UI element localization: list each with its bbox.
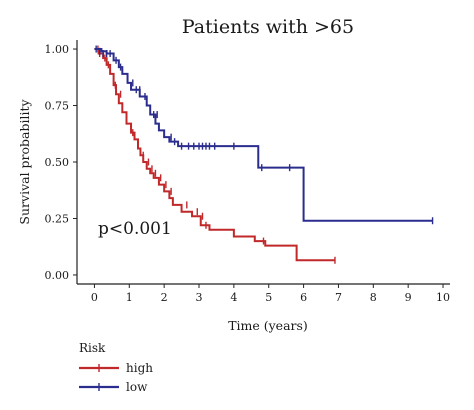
x-ticks: 0 1 2 3 4 5 6 7 8 9 10: [91, 284, 450, 304]
x-tick-label: 5: [265, 291, 272, 304]
y-tick-label: 0.50: [45, 156, 70, 169]
y-tick-label: 0.75: [45, 100, 70, 113]
x-tick-label: 1: [126, 291, 133, 304]
p-value-annotation: p<0.001: [98, 219, 172, 239]
survival-curve-low: [94, 48, 433, 222]
x-tick-label: 2: [161, 291, 168, 304]
legend-label-high: high: [126, 361, 153, 375]
x-tick-label: 6: [300, 291, 307, 304]
plot-area: 0.00 0.25 0.50 0.75 1.00 0 1 2 3 4 5 6 7 8 9 10: [45, 40, 450, 304]
x-axis-label: Time (years): [228, 318, 308, 333]
legend-label-low: low: [126, 380, 148, 394]
legend-title: Risk: [79, 341, 106, 355]
x-tick-label: 9: [405, 291, 412, 304]
series-layer: [94, 45, 434, 264]
legend: Risk high low: [79, 341, 153, 394]
x-tick-label: 3: [196, 291, 203, 304]
y-tick-label: 0.00: [45, 269, 70, 282]
y-axis-label: Survival probability: [17, 98, 32, 224]
x-tick-label: 7: [335, 291, 342, 304]
x-tick-label: 4: [230, 291, 237, 304]
chart-title: Patients with >65: [182, 16, 354, 38]
x-tick-label: 10: [436, 291, 450, 304]
y-tick-label: 1.00: [45, 43, 70, 56]
y-tick-label: 0.25: [45, 212, 70, 225]
x-tick-label: 8: [370, 291, 377, 304]
x-tick-label: 0: [91, 291, 98, 304]
y-ticks: 0.00 0.25 0.50 0.75 1.00: [45, 43, 77, 282]
survival-curve-high: [94, 48, 335, 262]
legend-items: high low: [79, 361, 153, 394]
